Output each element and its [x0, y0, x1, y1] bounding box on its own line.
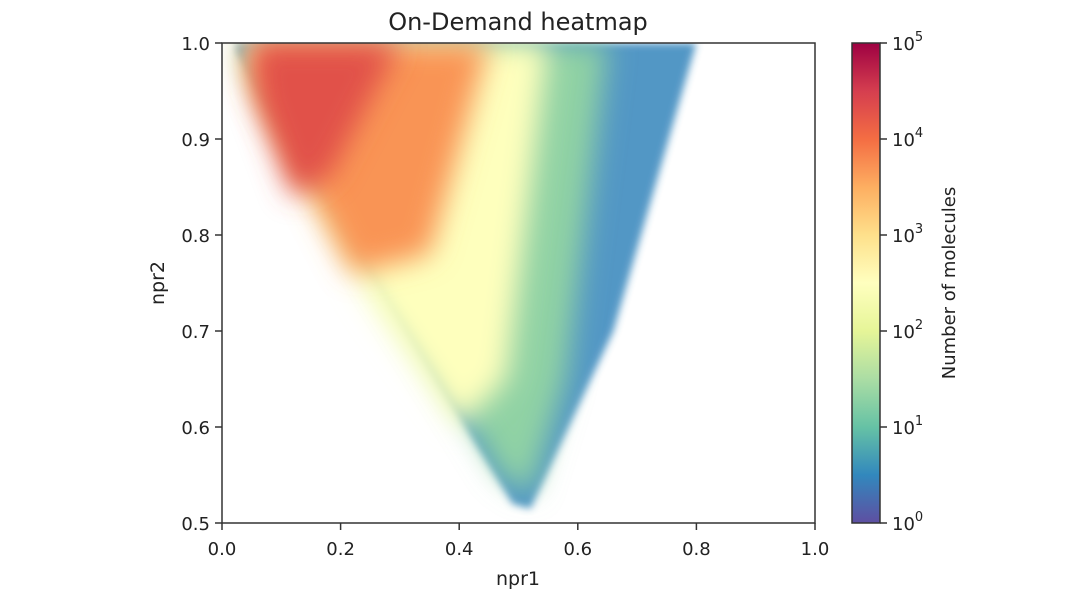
colorbar-tick-label: 103: [892, 222, 923, 247]
colorbar-label: Number of molecules: [939, 187, 960, 379]
y-tick-label: 0.8: [181, 226, 210, 247]
colorbar: [851, 42, 881, 524]
chart-title: On-Demand heatmap: [388, 8, 648, 36]
plot-frame: [221, 42, 816, 524]
y-tick-label: 0.9: [181, 130, 210, 151]
x-tick-label: 0.2: [326, 539, 355, 560]
y-axis-ticks: 0.5 0.6 0.7 0.8 0.9 1.0: [181, 34, 222, 535]
colorbar-ticks: 100 101 102 103 104 105: [880, 30, 923, 535]
colorbar-tick-label: 104: [892, 126, 923, 151]
heatmap-density: [236, 43, 697, 509]
colorbar-tick-label: 101: [892, 414, 923, 439]
x-tick-label: 0.0: [208, 539, 237, 560]
x-axis-ticks: 0.0 0.2 0.4 0.6 0.8 1.0: [208, 523, 830, 560]
x-tick-label: 1.0: [801, 539, 830, 560]
colorbar-tick-label: 102: [892, 318, 923, 343]
y-tick-label: 0.6: [181, 418, 210, 439]
x-tick-label: 0.4: [445, 539, 474, 560]
y-tick-label: 1.0: [181, 34, 210, 55]
colorbar-tick-label: 100: [892, 510, 923, 535]
x-tick-label: 0.6: [563, 539, 592, 560]
colorbar-tick-label: 105: [892, 30, 923, 55]
x-axis-label: npr1: [496, 568, 540, 590]
y-tick-label: 0.5: [181, 514, 210, 535]
y-tick-label: 0.7: [181, 322, 210, 343]
density-band-red: [251, 43, 400, 197]
y-axis-label: npr2: [147, 261, 169, 305]
x-tick-label: 0.8: [682, 539, 711, 560]
